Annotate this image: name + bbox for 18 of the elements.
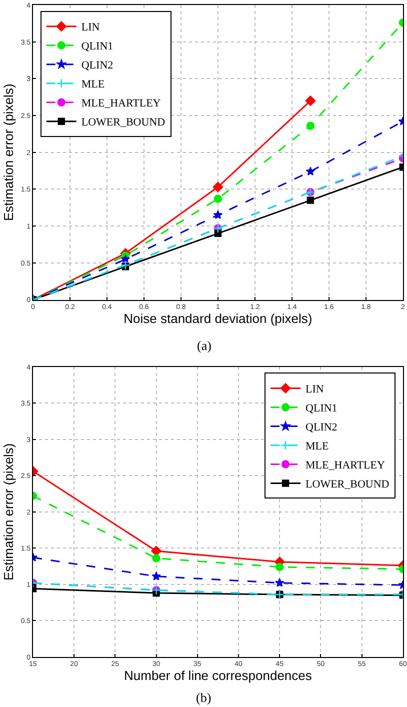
legend-label: QLIN2 (81, 60, 114, 72)
y-axis-title: Estimation error (pixels) (0, 84, 16, 221)
legend-label: MLE (306, 440, 330, 453)
legend-label: QLIN1 (306, 402, 338, 415)
y-axis-title: Estimation error (pixels) (0, 443, 16, 580)
legend-label: MLE (81, 78, 105, 91)
legend-label: LIN (306, 384, 324, 396)
text: (b) (196, 690, 212, 705)
text: (a) (197, 338, 212, 353)
legend-label: QLIN2 (306, 422, 338, 434)
legend-label: LOWER_BOUND (306, 478, 390, 491)
legend-label: MLE_HARTLEY (81, 98, 161, 110)
legend-label: QLIN1 (81, 40, 114, 53)
legend-label: LIN (81, 22, 100, 34)
legend-label: MLE_HARTLEY (306, 460, 385, 472)
x-axis-title: Noise standard deviation (pixels) (124, 311, 312, 326)
legend-label: LOWER_BOUND (81, 116, 166, 129)
x-axis-title: Number of line correspondences (124, 668, 312, 684)
